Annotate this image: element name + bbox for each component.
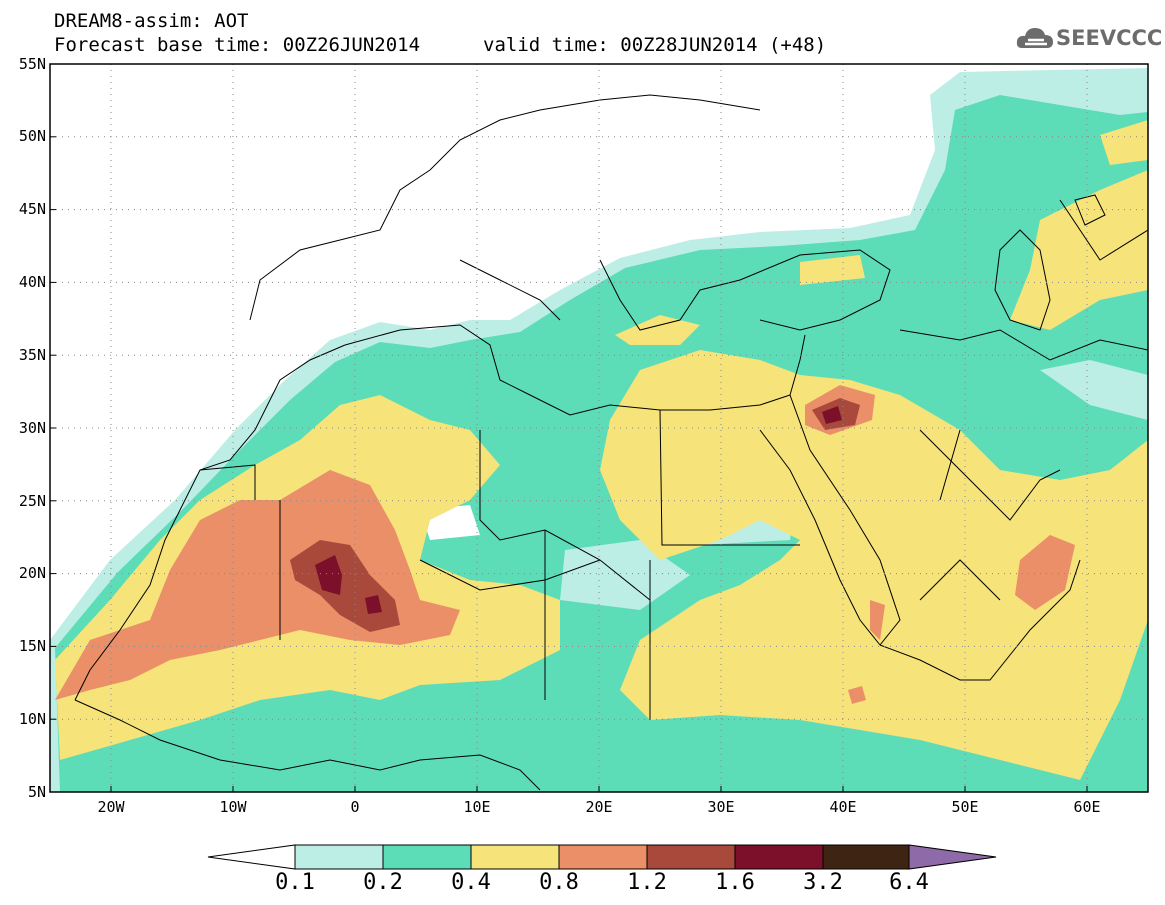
colorbar-label: 6.4 — [889, 870, 929, 895]
valid-time-label: valid time: 00Z28JUN2014 (+48) — [483, 34, 827, 56]
lon-label: 10E — [463, 798, 491, 816]
lat-label: 35N — [18, 346, 46, 364]
lat-label: 40N — [18, 273, 46, 291]
chart-title: DREAM8-assim: AOT — [54, 10, 249, 32]
colorbar-label: 1.2 — [627, 870, 667, 895]
lon-label: 50E — [951, 798, 979, 816]
lat-label: 10N — [18, 710, 46, 728]
logo-text: SEEVCCC — [1056, 26, 1163, 50]
colorbar-label: 0.1 — [275, 870, 315, 895]
colorbar-above-triangle — [908, 844, 997, 870]
lon-label: 40E — [829, 798, 857, 816]
colorbar-bin-5 — [646, 844, 736, 870]
colorbar-label: 1.6 — [715, 870, 755, 895]
seevccc-logo: SEEVCCC — [1016, 22, 1162, 56]
aot-field-1.6 — [315, 555, 342, 595]
cloud-icon — [1016, 28, 1053, 48]
lon-label: 30E — [707, 798, 735, 816]
lat-label: 20N — [18, 564, 46, 582]
aot-field-0.4-east — [600, 350, 1148, 780]
lat-label: 45N — [18, 200, 46, 218]
lat-label: 55N — [18, 55, 46, 73]
colorbar-label: 0.4 — [451, 870, 491, 895]
lat-label: 15N — [18, 637, 46, 655]
colorbar-bin-4 — [558, 844, 648, 870]
colorbar-bin-7 — [822, 844, 910, 870]
colorbar — [207, 844, 997, 870]
lon-label: 10W — [219, 798, 247, 816]
colorbar-label: 0.2 — [363, 870, 403, 895]
lat-label: 25N — [18, 492, 46, 510]
colorbar-bin-3 — [470, 844, 560, 870]
lat-label: 50N — [18, 127, 46, 145]
lon-label: 0 — [350, 798, 360, 816]
colorbar-below-triangle — [207, 844, 296, 870]
grid-lines — [50, 64, 1148, 792]
colorbar-label: 0.8 — [539, 870, 579, 895]
colorbar-bin-1 — [294, 844, 384, 870]
lat-label: 5N — [27, 783, 46, 801]
coastlines — [74, 94, 1148, 791]
lon-label: 20E — [585, 798, 613, 816]
colorbar-label: 3.2 — [803, 870, 843, 895]
axis-ticks — [50, 63, 1088, 792]
lon-label: 60E — [1073, 798, 1101, 816]
aot-field-0.8 — [55, 470, 460, 700]
base-time-label: Forecast base time: 00Z26JUN2014 — [54, 34, 421, 56]
lat-label: 30N — [18, 419, 46, 437]
colorbar-bin-6 — [734, 844, 824, 870]
lon-label: 20W — [97, 798, 125, 816]
colorbar-bin-2 — [382, 844, 472, 870]
